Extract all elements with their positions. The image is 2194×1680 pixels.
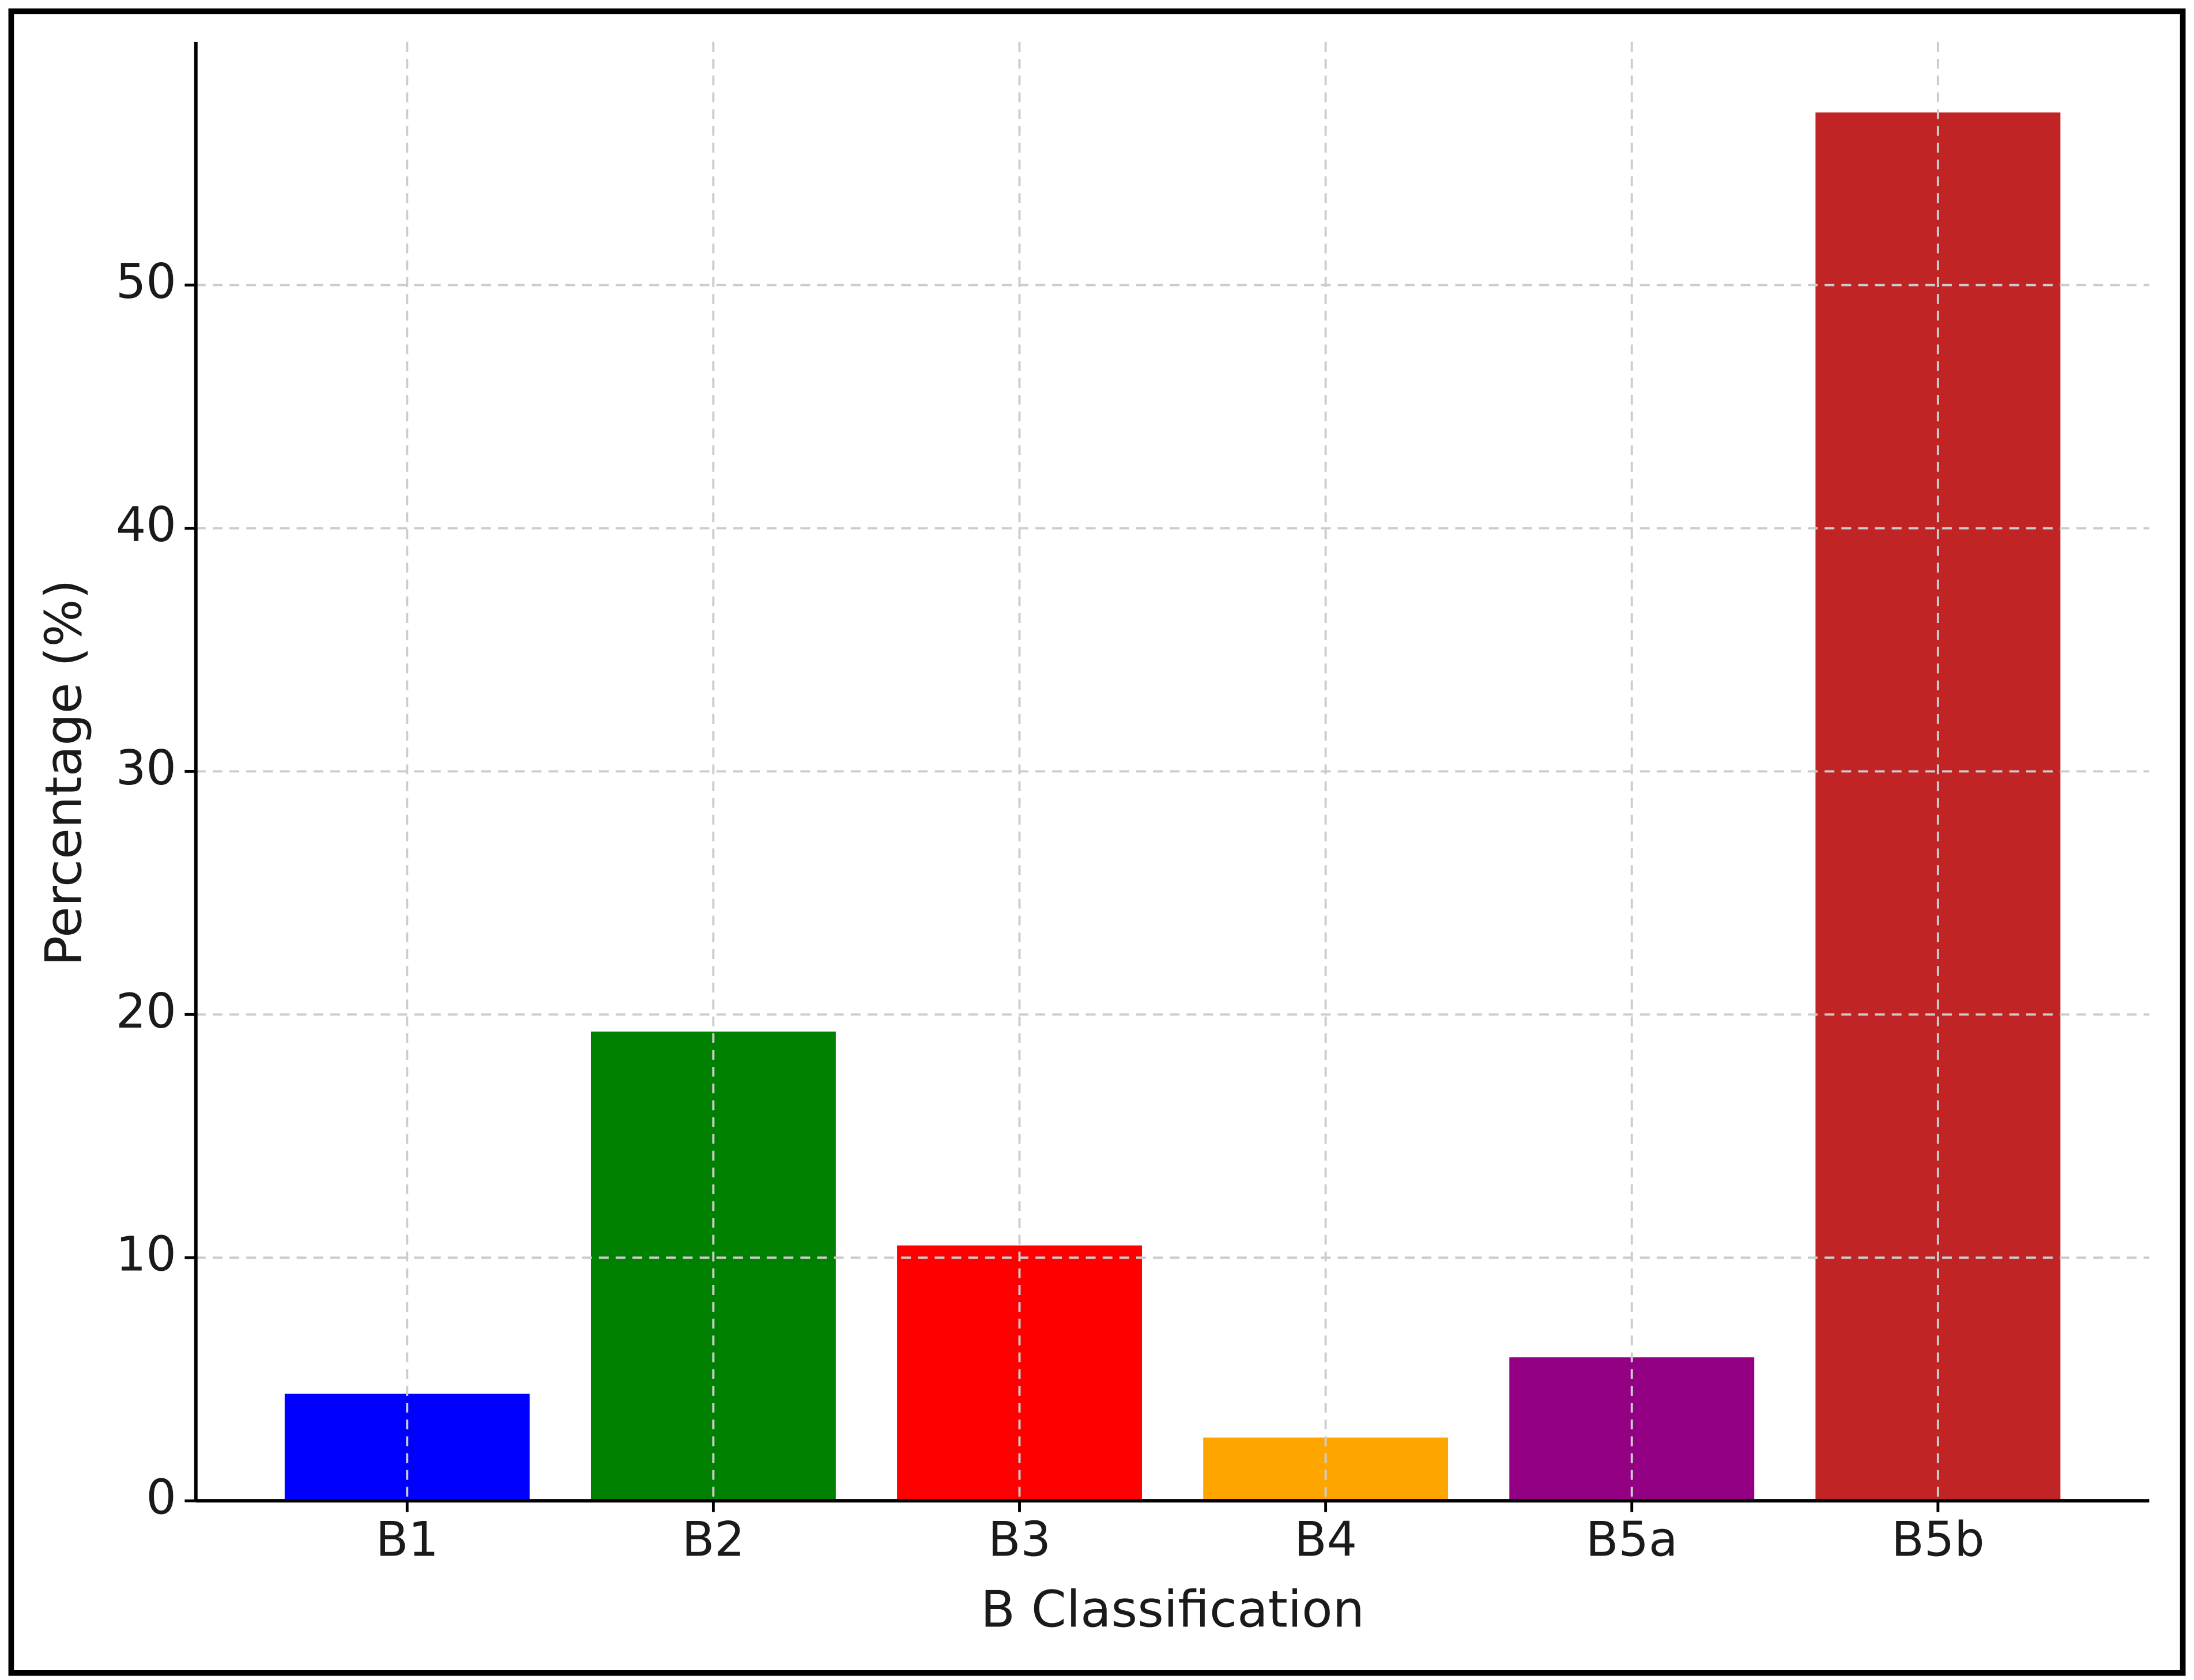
y-tick-label: 20 [116, 984, 176, 1039]
y-tick-label: 10 [116, 1227, 176, 1282]
y-tick-label: 50 [116, 254, 176, 309]
x-tick-label: B1 [376, 1512, 439, 1567]
y-tick-label: 30 [116, 741, 176, 796]
x-tick-label: B3 [988, 1512, 1051, 1567]
x-tick-label: B2 [682, 1512, 745, 1567]
x-axis-label: B Classification [981, 1580, 1364, 1639]
y-axis-label: Percentage (%) [34, 579, 93, 966]
axes: 0 10 20 30 40 50 B1 B2 B3 B4 B5a B5b [116, 41, 2150, 1567]
x-tick-label: B5a [1586, 1512, 1678, 1567]
x-tick-label: B5b [1891, 1512, 1984, 1567]
y-tick-label: 40 [116, 497, 176, 553]
y-tick-label: 0 [146, 1470, 176, 1525]
x-tick-label: B4 [1294, 1512, 1357, 1567]
